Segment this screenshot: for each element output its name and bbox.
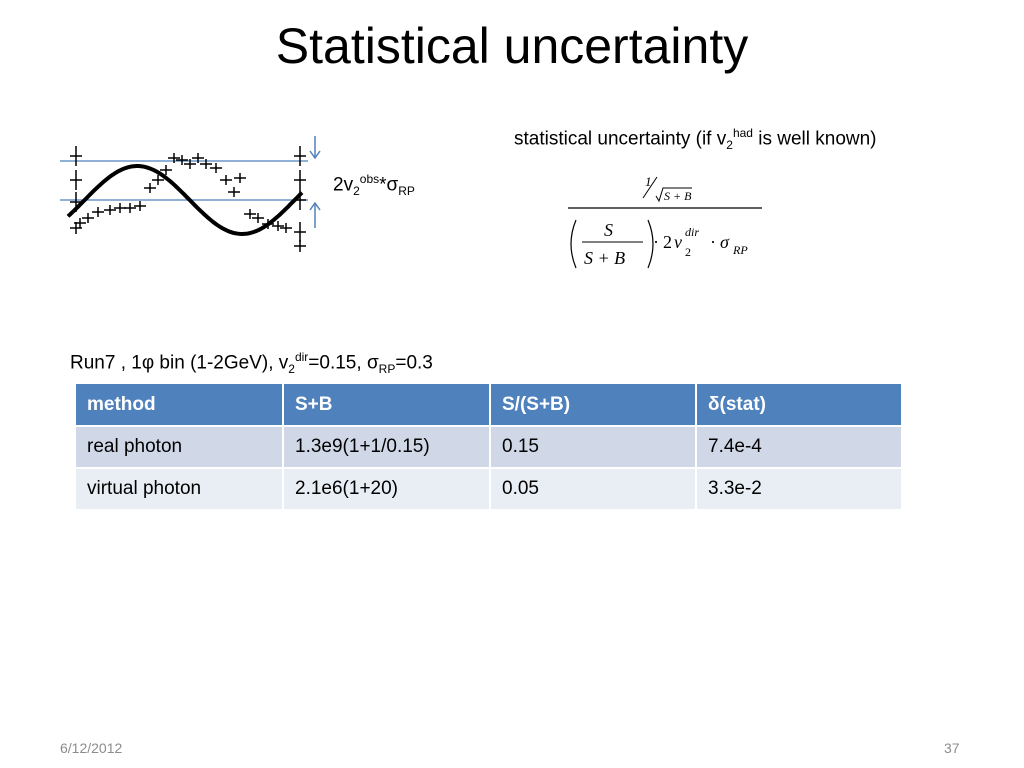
amplitude-annotation: 2v2obs*σRP — [333, 172, 415, 199]
table-row: virtual photon 2.1e6(1+20) 0.05 3.3e-2 — [76, 468, 903, 511]
table-cell: 7.4e-4 — [696, 426, 903, 469]
svg-text:·: · — [653, 232, 659, 252]
formula-numerator-sqrt: S + B — [664, 189, 692, 203]
svg-text:σ: σ — [720, 232, 730, 252]
table-row: real photon 1.3e9(1+1/0.15) 0.15 7.4e-4 — [76, 426, 903, 469]
table-cell: 0.15 — [490, 426, 697, 469]
svg-text:RP: RP — [732, 243, 748, 257]
svg-text:2: 2 — [663, 232, 672, 252]
header-s-plus-b: S+B — [283, 384, 491, 427]
down-arrow-icon — [309, 136, 321, 160]
footer-date: 6/12/2012 — [60, 740, 123, 756]
cosine-modulation-plot — [60, 136, 321, 252]
table-cell: 3.3e-2 — [696, 468, 903, 511]
fit-curve — [66, 164, 304, 237]
header-method: method — [76, 384, 284, 427]
table-cell: virtual photon — [76, 468, 284, 511]
slide-title: Statistical uncertainty — [275, 18, 749, 74]
run-parameters: Run7 , 1φ bin (1-2GeV), v2dir=0.15, σRP=… — [70, 350, 433, 377]
statistical-uncertainty-heading: statistical uncertainty (if v2had is wel… — [514, 126, 877, 153]
svg-text:2: 2 — [685, 245, 691, 259]
table-header-row: method S+B S/(S+B) δ(stat) — [76, 384, 903, 427]
table-cell: real photon — [76, 426, 284, 469]
svg-text:v: v — [674, 232, 682, 252]
formula-numerator-one: 1 — [645, 174, 652, 189]
header-s-ratio: S/(S+B) — [490, 384, 697, 427]
svg-text:dir: dir — [685, 225, 699, 239]
uncertainty-formula: 1 S + B S S + B · 2 v dir 2 · σ RP — [568, 174, 762, 269]
up-arrow-icon — [309, 201, 321, 228]
table-cell: 1.3e9(1+1/0.15) — [283, 426, 491, 469]
table-cell: 0.05 — [490, 468, 697, 511]
formula-s-plus-b: S + B — [584, 248, 625, 268]
page-number: 37 — [944, 740, 960, 756]
svg-text:·: · — [710, 232, 716, 252]
table-cell: 2.1e6(1+20) — [283, 468, 491, 511]
formula-s: S — [604, 220, 613, 240]
uncertainty-table: method S+B S/(S+B) δ(stat) real photon 1… — [76, 384, 903, 511]
header-stat: δ(stat) — [696, 384, 903, 427]
